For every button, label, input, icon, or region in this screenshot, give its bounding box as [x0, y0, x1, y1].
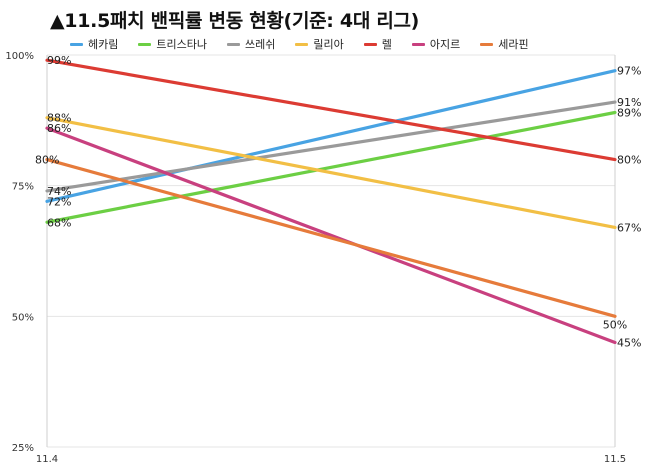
x-tick-label: 11.4: [36, 454, 58, 465]
legend-swatch: [70, 42, 83, 46]
legend-swatch: [363, 42, 377, 46]
y-tick-label: 25%: [12, 443, 34, 454]
series-line-5: [45, 126, 617, 345]
legend-swatch: [295, 42, 309, 46]
data-label: 99%: [47, 54, 71, 67]
data-label: 80%: [617, 154, 641, 167]
data-label: 80%: [35, 154, 59, 167]
legend-item: 아지르: [411, 36, 461, 52]
series-line-6: [45, 157, 617, 318]
x-tick-label: 11.5: [604, 454, 626, 465]
series-line-1: [45, 110, 617, 224]
series-line-3: [45, 116, 617, 230]
legend-label: 아지르: [429, 38, 461, 51]
legend-swatch: [411, 42, 425, 46]
legend-item: 렐: [363, 36, 392, 52]
legend-item: 트리스타나: [138, 36, 207, 52]
series-line-4: [45, 58, 617, 162]
series-line-0: [45, 69, 617, 203]
chart-title: ▲11.5패치 밴픽률 변동 현황(기준: 4대 리그): [50, 10, 420, 32]
data-label: 45%: [617, 336, 641, 349]
legend-swatch: [480, 42, 494, 46]
y-tick-label: 50%: [12, 312, 34, 323]
data-label: 91%: [617, 96, 641, 109]
y-tick-label: 100%: [5, 51, 34, 62]
data-label: 86%: [47, 122, 71, 135]
legend-item: 릴리아: [295, 36, 344, 52]
data-label: 89%: [617, 106, 641, 119]
legend-label: 릴리아: [313, 38, 344, 51]
data-label: 72%: [47, 195, 71, 208]
legend-item: 헤카림: [70, 36, 118, 52]
legend-item: 세라핀: [480, 36, 529, 52]
legend-item: 쓰레쉬: [226, 36, 276, 52]
series-line-2: [45, 100, 617, 193]
data-label: 68%: [47, 216, 71, 229]
legend-swatch: [138, 42, 152, 46]
legend-swatch: [226, 42, 240, 46]
data-label: 88%: [47, 112, 71, 125]
legend-label: 트리스타나: [156, 38, 207, 51]
data-label: 67%: [617, 221, 641, 234]
y-tick-label: 75%: [12, 182, 34, 193]
chart-legend: 헤카림 트리스타나 쓰레쉬 릴리아 렐 아지르 세라핀: [70, 36, 549, 52]
legend-label: 쓰레쉬: [244, 38, 276, 51]
data-label: 50%: [603, 318, 627, 331]
data-label: 97%: [617, 65, 641, 78]
legend-label: 헤카림: [88, 38, 119, 51]
legend-label: 렐: [381, 38, 392, 51]
legend-label: 세라핀: [498, 38, 529, 51]
data-label: 74%: [47, 185, 71, 198]
